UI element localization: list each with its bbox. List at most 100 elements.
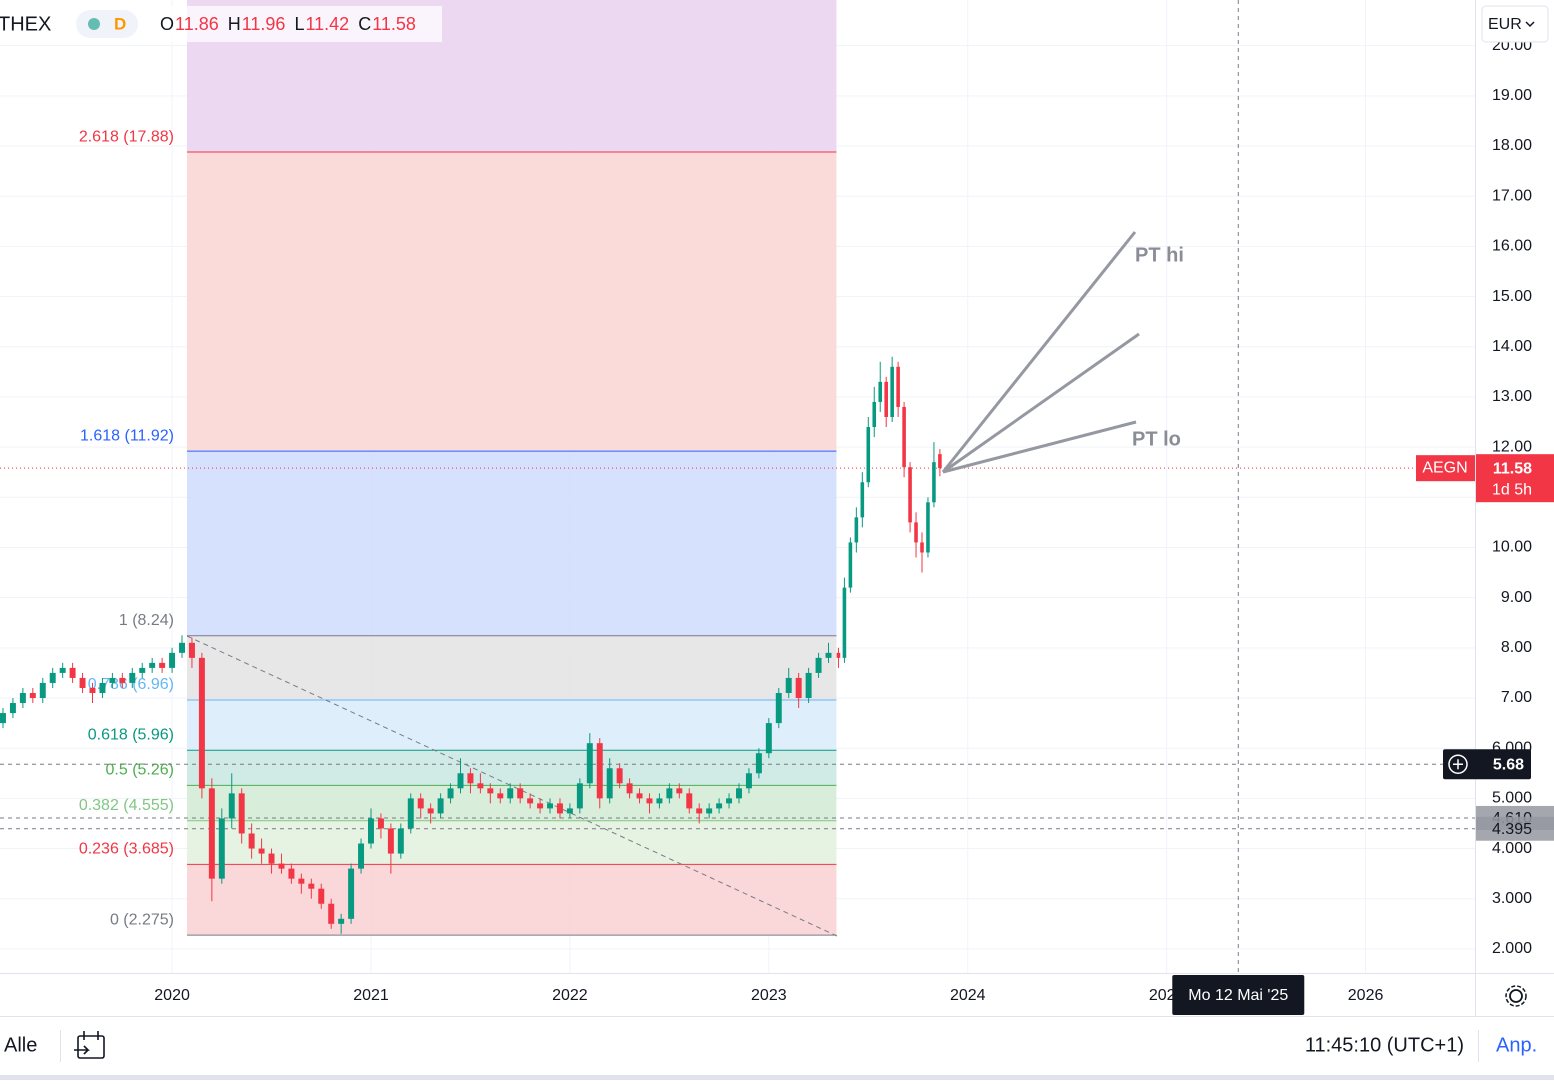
candle-body (938, 454, 942, 469)
candle-body (517, 788, 524, 799)
add-alert-plus (1453, 759, 1463, 770)
fib-label: 2.618 (17.88) (79, 128, 174, 145)
candle-body (9, 703, 16, 714)
candle-body (228, 793, 235, 819)
candle-body (696, 808, 703, 814)
candle-body (59, 667, 66, 673)
candle-body (836, 652, 841, 658)
y-tick-label: 19.00 (1492, 87, 1532, 104)
x-tick-label: 2024 (950, 987, 986, 1004)
fib-trend-line (186, 635, 838, 937)
x-tick-label: 2020 (154, 987, 190, 1004)
candle-body (884, 381, 888, 417)
candle-body (268, 853, 275, 864)
candle-body (890, 366, 894, 417)
clock: 11:45:10 (UTC+1) (1305, 1034, 1464, 1056)
y-tick-label: 12.00 (1492, 438, 1532, 455)
candle-body (920, 542, 924, 553)
candle-body (537, 803, 544, 809)
candle-body (477, 783, 484, 789)
ohlc-value: 11.86 (175, 14, 219, 34)
candle-body (656, 798, 663, 804)
candle-body (328, 903, 335, 924)
candle-body (308, 883, 315, 889)
add-alert-icon[interactable] (1448, 754, 1468, 774)
goto-date-icon[interactable] (74, 1031, 105, 1059)
candle-body (377, 818, 384, 829)
adjust-button[interactable]: Anp. (1496, 1034, 1537, 1056)
candle-body (179, 642, 185, 653)
y-tick-label: 15.00 (1492, 288, 1532, 305)
candle-body (208, 788, 215, 879)
candle-body (860, 482, 865, 518)
y-tick-label: 16.00 (1492, 238, 1532, 255)
candle-body (706, 808, 713, 814)
settings-icon[interactable] (1509, 989, 1523, 1003)
candle-body (169, 652, 176, 668)
candle-body (258, 848, 265, 854)
pt-line (941, 231, 1137, 473)
candle-body (556, 803, 563, 814)
candle-body (19, 692, 26, 704)
currency: EUR (1488, 16, 1522, 33)
fib-label: 1.618 (11.92) (80, 427, 174, 444)
interval: D (114, 14, 126, 33)
candle-body (407, 798, 414, 829)
candle-body (896, 366, 900, 407)
fib-band (186, 864, 837, 936)
crosshair-y-label: 5.68 (1493, 756, 1524, 773)
candle-body (527, 798, 534, 804)
candle-body (755, 753, 762, 774)
candle-body (795, 677, 802, 699)
fib-band (186, 635, 837, 701)
candle-body (149, 662, 156, 668)
status-dot (88, 18, 100, 30)
ohlc-value: 11.58 (372, 14, 416, 34)
fib-band (186, 820, 837, 865)
candle-body (238, 793, 245, 834)
candle-body (188, 642, 195, 658)
candle-body (99, 682, 106, 693)
candle-body (686, 793, 693, 809)
x-tick-label: 2026 (1348, 987, 1384, 1004)
symbol: THEX (0, 13, 51, 35)
candle-body (0, 713, 6, 724)
candle-body (248, 833, 255, 849)
y-tick-label: 4.000 (1492, 840, 1532, 857)
bottom-strip (0, 1075, 1554, 1080)
candle-body (288, 868, 295, 879)
fib-label: 1 (8.24) (119, 612, 174, 629)
pt-fan[interactable] (941, 231, 1140, 474)
y-tick-label: 3.000 (1492, 890, 1532, 907)
ohlc-letter: H (228, 14, 241, 34)
candle-body (745, 773, 752, 789)
candle-body (397, 828, 404, 854)
candle-body (902, 406, 906, 468)
candle-body (497, 793, 504, 799)
candle-body (586, 743, 593, 784)
candle-body (848, 542, 853, 588)
settings-gear (1505, 985, 1527, 1007)
calendar (77, 1035, 105, 1059)
candles-layer (0, 356, 942, 934)
y-tick-label: 8.00 (1501, 639, 1532, 656)
x-tick-label: 2021 (353, 987, 389, 1004)
currency-button[interactable] (1481, 5, 1549, 43)
last-price-badge (1476, 454, 1554, 503)
candle-body (726, 798, 733, 804)
candle-body (79, 677, 86, 688)
candle-body (736, 788, 742, 799)
candle-body (298, 878, 305, 884)
pt-line (942, 332, 1140, 474)
candle-body (914, 522, 918, 543)
candle-body (626, 783, 633, 794)
status-pill[interactable] (76, 10, 138, 38)
candle-body (218, 818, 225, 879)
y-tick-label: 5.000 (1492, 790, 1532, 807)
symbol-badge-label: AEGN (1422, 459, 1467, 476)
candle-body (139, 667, 146, 673)
y-tick-label: 9.00 (1501, 589, 1532, 606)
candle-body (368, 818, 374, 844)
range-button[interactable]: Alle (4, 1034, 37, 1056)
